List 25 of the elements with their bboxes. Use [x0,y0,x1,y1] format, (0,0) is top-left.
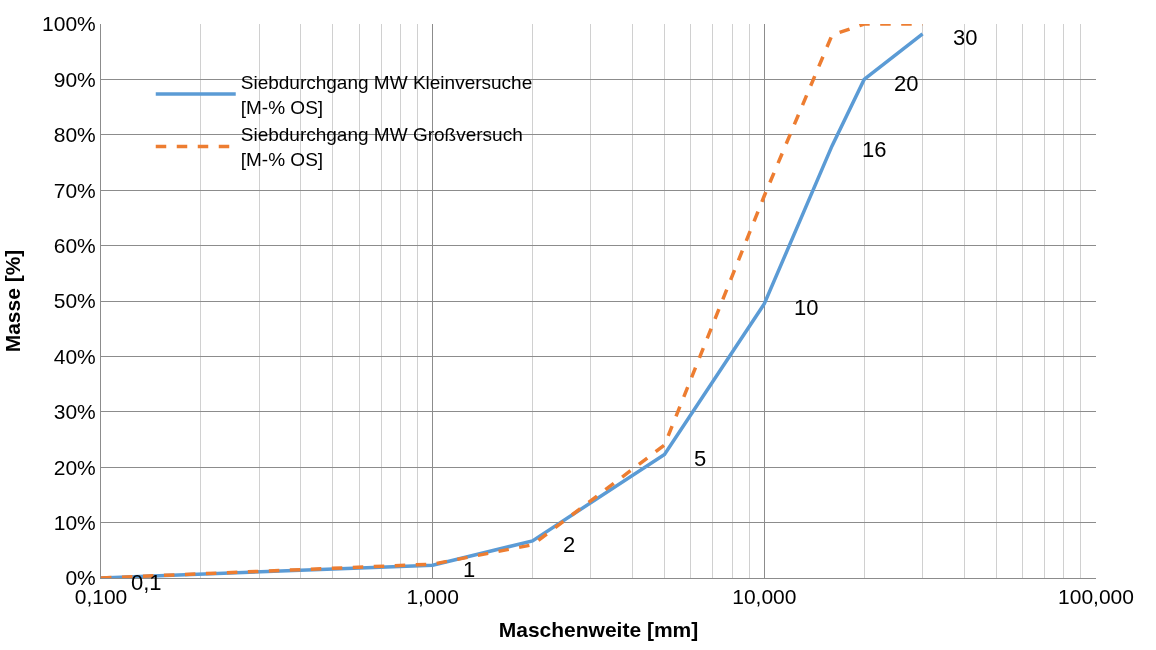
x-tick-label: 1,000 [406,585,459,609]
annotation: 1 [463,557,476,582]
y-tick-label: 40% [53,344,96,368]
annotation: 5 [694,446,707,471]
y-tick-label: 20% [53,455,96,479]
annotation: 0,1 [131,570,162,595]
y-tick-label: 90% [53,67,96,91]
y-tick-label: 30% [53,400,96,424]
annotation: 20 [894,71,919,96]
x-tick-label: 100,000 [1058,585,1134,609]
annotation: 16 [862,137,887,162]
y-tick-label: 70% [53,178,96,202]
y-tick-label: 80% [53,123,96,147]
y-tick-label: 100% [42,12,96,36]
y-tick-label: 10% [53,510,96,534]
y-axis-title: Masse [%] [1,249,25,353]
annotation: 10 [794,295,819,320]
y-tick-label: 60% [53,233,96,257]
legend-label: Siebdurchgang MW Großversuch [M-% OS] [240,124,523,171]
annotation: 2 [563,532,576,557]
annotation: 30 [953,25,978,50]
x-tick-label: 10,000 [732,585,797,609]
x-axis-title: Maschenweite [mm] [498,618,699,642]
y-tick-label: 50% [53,289,96,313]
legend-label: Siebdurchgang MW Kleinversuche [M-% OS] [240,72,533,118]
